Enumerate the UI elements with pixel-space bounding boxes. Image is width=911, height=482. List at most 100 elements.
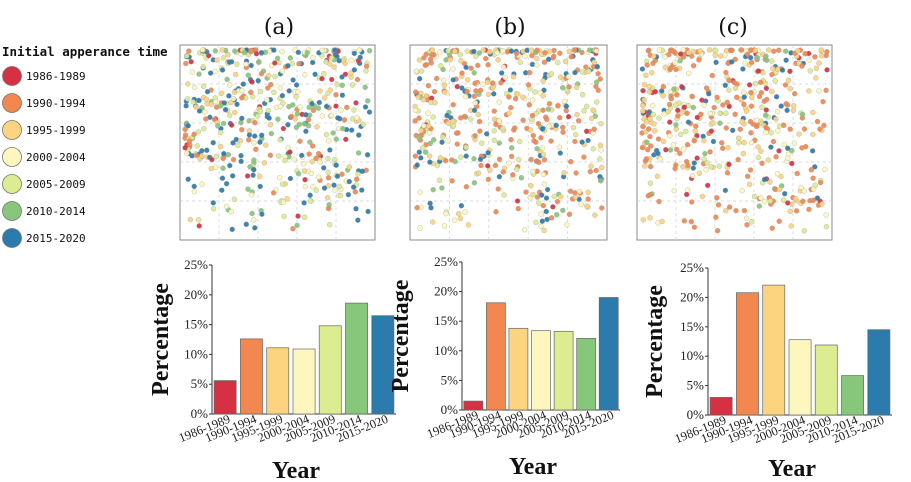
map-point (540, 107, 546, 113)
map-point (823, 224, 830, 230)
map-point (184, 150, 190, 156)
map-point (477, 87, 484, 93)
map-point (568, 159, 574, 165)
map-point (450, 102, 456, 108)
map-point (645, 147, 651, 153)
map-point (548, 138, 554, 144)
map-point (219, 47, 225, 53)
bar-1990-1994 (736, 292, 759, 416)
map-point (810, 197, 816, 203)
map-point (643, 119, 650, 125)
map-point (203, 116, 209, 122)
map-point (295, 89, 301, 95)
map-point (449, 178, 455, 184)
map-point (245, 72, 251, 78)
map-point (572, 47, 578, 53)
map-point (427, 159, 433, 165)
map-point (217, 143, 224, 150)
bar-2010-2014 (576, 338, 597, 411)
map-point (660, 84, 666, 90)
map-point (783, 48, 789, 54)
map-point (557, 74, 564, 80)
map-point (427, 56, 434, 63)
map-point (723, 110, 729, 116)
scatter-map-b (409, 44, 608, 241)
y-tick-label: 5% (191, 376, 209, 391)
map-point (310, 143, 316, 149)
map-point (316, 151, 322, 157)
map-point (785, 145, 791, 151)
map-point (360, 121, 367, 128)
map-point (476, 50, 483, 56)
map-point (579, 69, 586, 75)
map-point (791, 140, 798, 146)
map-point (595, 71, 601, 77)
map-point (710, 120, 716, 126)
map-point (471, 70, 477, 76)
y-tick-label: 5% (441, 372, 459, 387)
map-point (351, 50, 357, 57)
map-point (562, 58, 569, 65)
x-axis-label: Year (272, 458, 320, 482)
map-point (677, 58, 683, 64)
map-point (656, 47, 663, 53)
map-point (696, 57, 702, 63)
bar-2015-2020 (867, 329, 891, 416)
map-point (738, 47, 745, 53)
map-point (339, 74, 345, 80)
map-point (437, 49, 443, 55)
map-point (463, 64, 469, 71)
map-point (698, 111, 704, 117)
map-point (265, 107, 272, 114)
map-point (671, 86, 677, 92)
map-point (291, 156, 297, 163)
map-point (336, 58, 342, 64)
map-point (790, 107, 797, 114)
map-point (418, 127, 424, 134)
map-point (445, 48, 451, 54)
map-point (339, 171, 345, 177)
map-point (818, 47, 824, 53)
map-point (463, 184, 470, 190)
map-point (656, 198, 662, 205)
y-tick-label: 10% (184, 346, 208, 361)
map-point (307, 198, 314, 204)
map-point (521, 227, 528, 233)
map-point (646, 83, 652, 90)
map-point (434, 75, 440, 82)
map-point (468, 65, 474, 71)
map-point (193, 104, 199, 110)
map-point (764, 96, 770, 103)
map-point (310, 184, 316, 190)
map-point (276, 175, 283, 181)
map-point (572, 138, 578, 145)
map-point (743, 215, 750, 222)
map-point (514, 166, 520, 172)
map-point (272, 60, 278, 66)
map-point (647, 192, 653, 198)
map-point (766, 47, 772, 53)
map-point (222, 107, 229, 113)
map-point (785, 200, 791, 206)
map-point (219, 175, 226, 181)
map-point (300, 161, 307, 167)
map-point (336, 183, 343, 190)
map-point (493, 121, 499, 128)
map-point (801, 228, 807, 234)
map-point (413, 89, 419, 95)
map-point (498, 80, 504, 86)
map-point (534, 47, 540, 53)
map-point (742, 60, 748, 66)
bar-chart-a: 0%5%10%15%20%25%1986-19891990-19941995-1… (148, 257, 396, 482)
map-point (325, 90, 331, 96)
map-point (536, 200, 542, 206)
map-point (450, 66, 456, 72)
map-point (824, 67, 830, 73)
map-point (812, 164, 818, 170)
map-point (539, 126, 546, 132)
map-point (792, 195, 799, 202)
map-point (578, 201, 584, 207)
bar-1986-1989 (463, 400, 484, 411)
map-point (517, 59, 523, 65)
map-point (243, 221, 249, 227)
